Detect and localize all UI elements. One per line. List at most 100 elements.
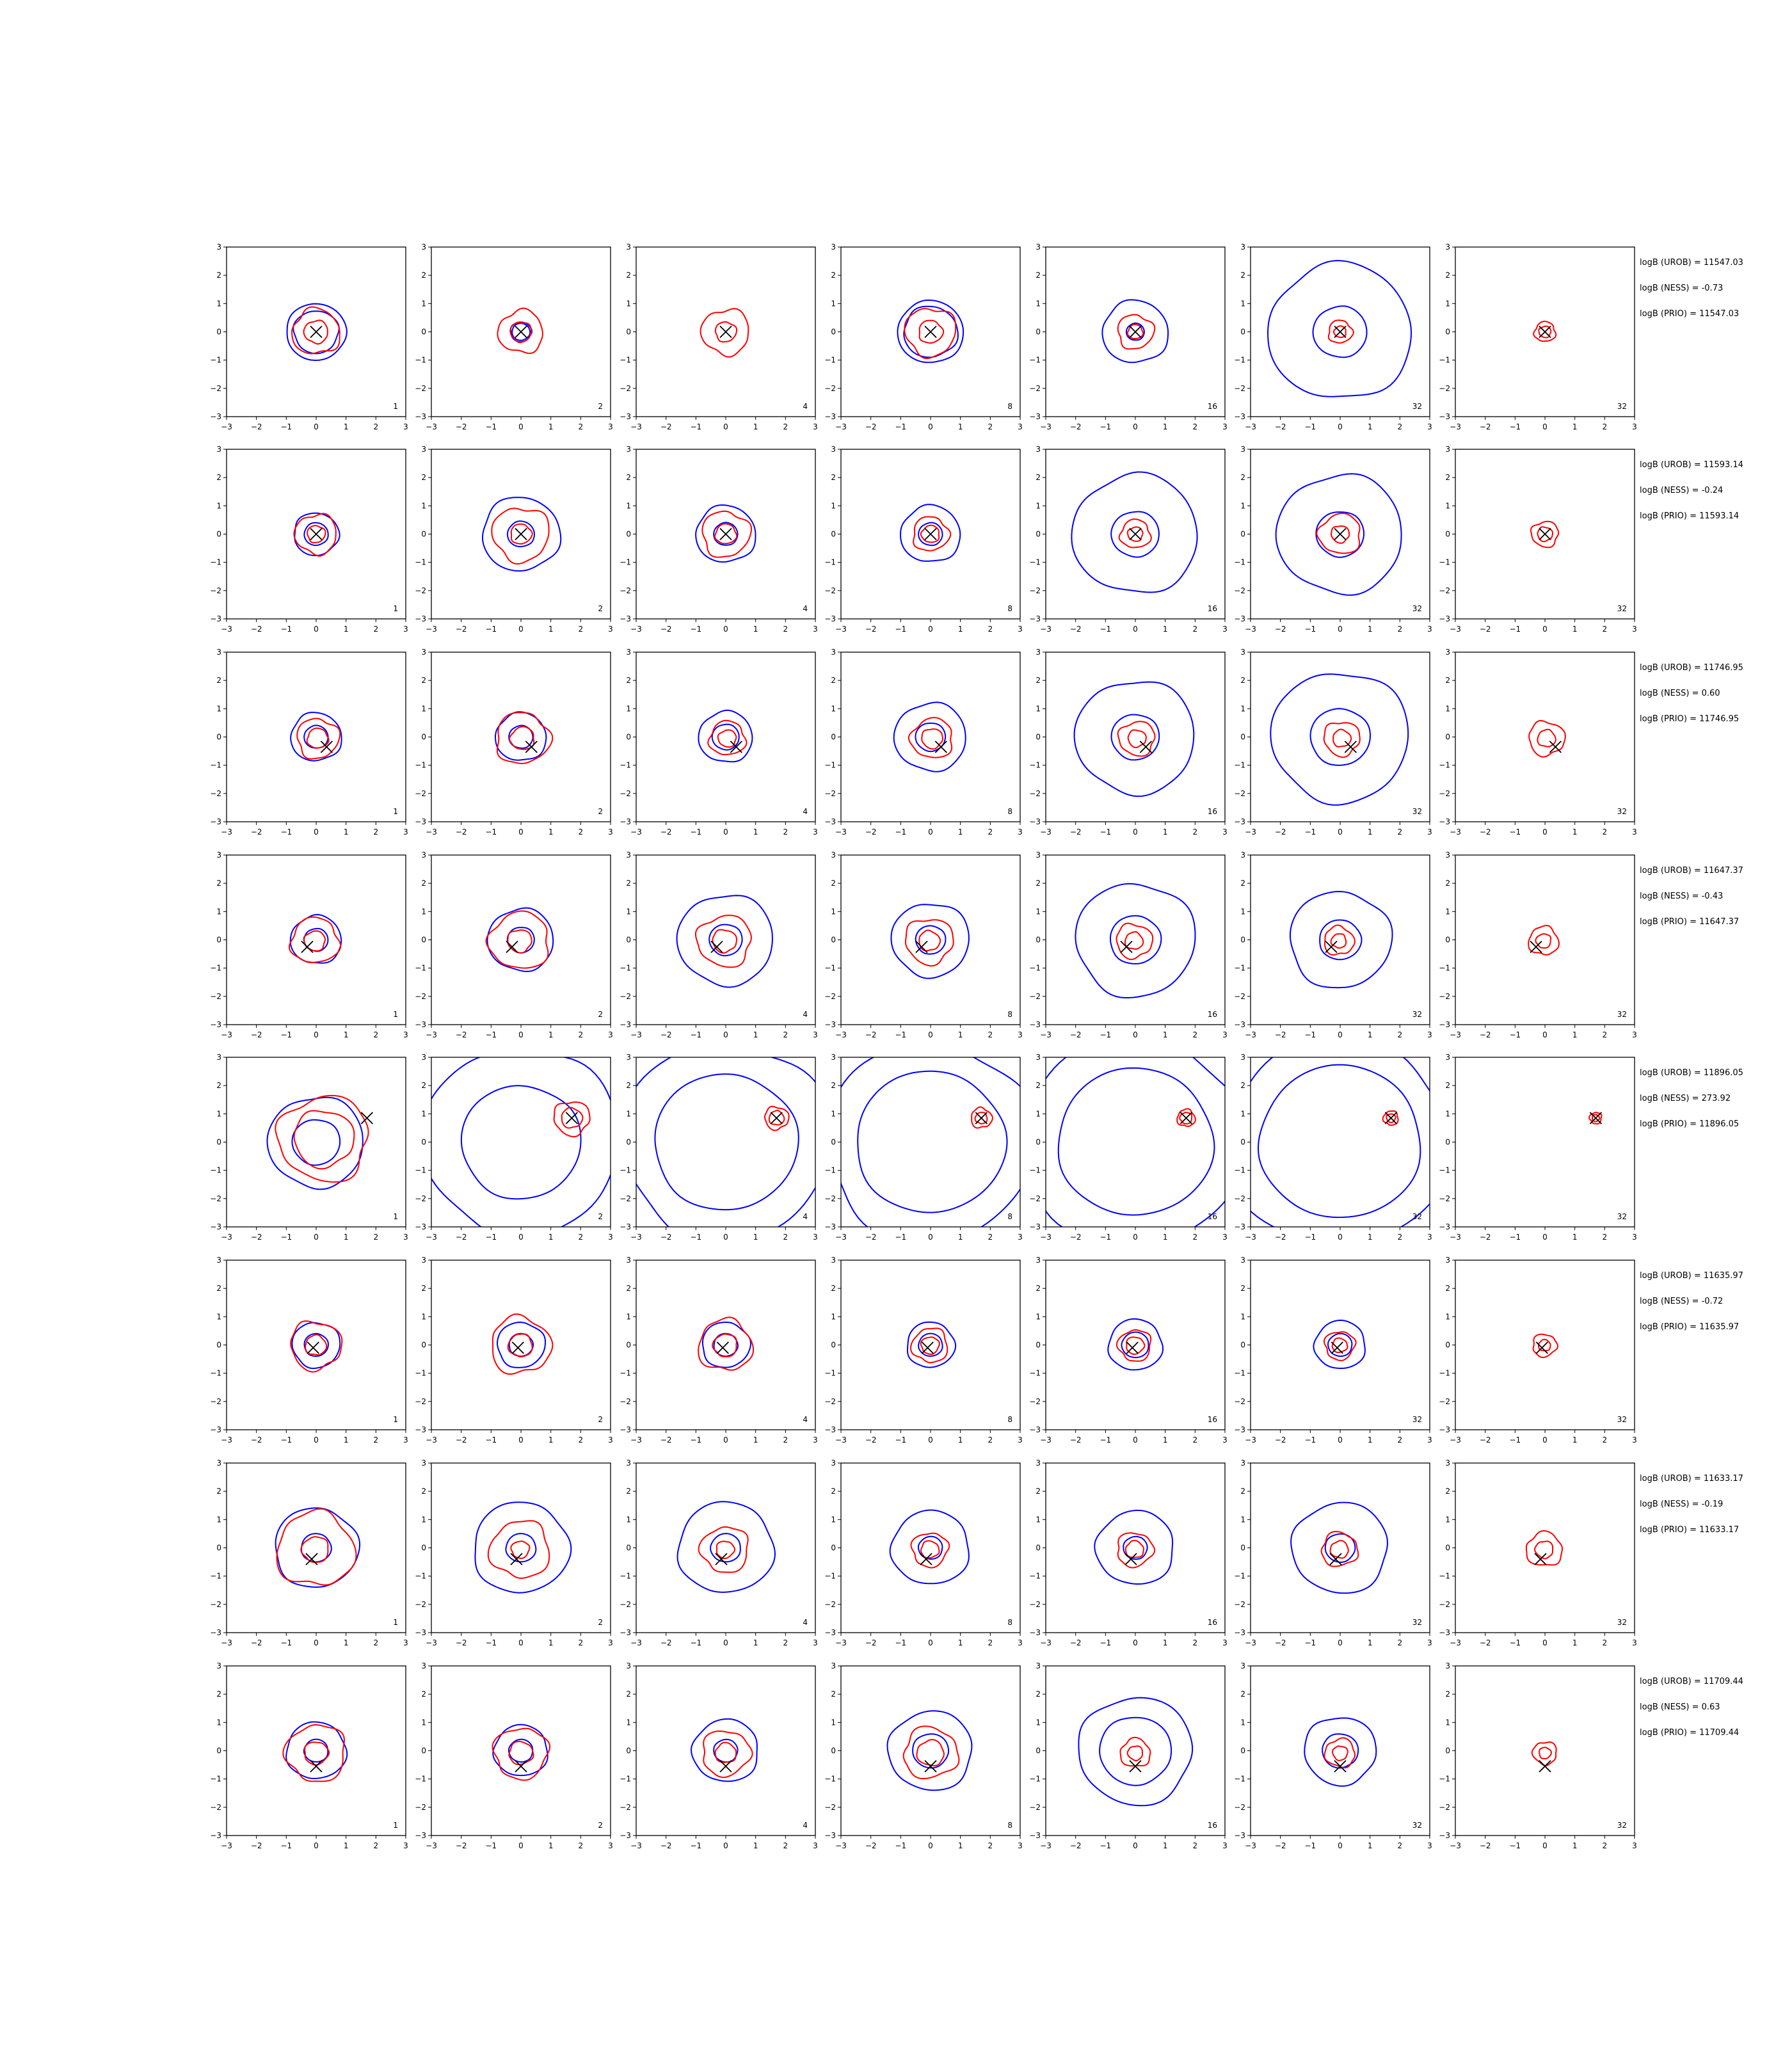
x-tick-label: −3 (1040, 422, 1052, 431)
y-tick-label: −1 (210, 558, 221, 567)
y-tick-label: −2 (1439, 789, 1450, 798)
subplot-count-label: 16 (1208, 1618, 1217, 1627)
x-tick-label: 2 (1603, 1436, 1608, 1444)
row-logb-label: logB (NESS) = -0.24 (1640, 486, 1723, 495)
x-marker (320, 740, 333, 753)
y-tick-label: 0 (1445, 530, 1450, 539)
subplot-count-label: 32 (1412, 402, 1422, 411)
x-marker (921, 1341, 934, 1354)
x-tick-label: 0 (1338, 422, 1343, 431)
x-tick-label: 0 (314, 625, 319, 634)
red-outer-contour (1176, 1108, 1196, 1127)
x-tick-label: 3 (1222, 1436, 1228, 1444)
subplot-count-label: 4 (803, 402, 808, 411)
blue-inner-contour (710, 1533, 741, 1563)
y-tick-label: −2 (620, 789, 631, 798)
y-tick-label: −2 (210, 1600, 221, 1609)
x-tick-label: −1 (280, 422, 292, 431)
y-tick-label: −1 (1029, 761, 1041, 770)
y-tick-label: 0 (626, 1138, 631, 1147)
x-tick-label: −2 (456, 1436, 467, 1444)
x-tick-label: −2 (456, 1030, 467, 1039)
x-marker (506, 940, 518, 954)
x-tick-label: 3 (1427, 828, 1432, 836)
y-tick-label: 1 (421, 907, 426, 916)
contour-area (286, 303, 348, 362)
subplot-count-label: 8 (1007, 1415, 1012, 1424)
red-inner-contour (306, 727, 330, 749)
red-inner-contour (1331, 1337, 1348, 1354)
x-tick-label: 0 (1133, 828, 1138, 836)
x-tick-label: 0 (314, 1436, 319, 1444)
y-tick-label: 0 (626, 936, 631, 945)
y-tick-label: −1 (210, 1775, 221, 1784)
y-tick-label: −3 (824, 614, 836, 623)
y-tick-label: 3 (421, 243, 426, 252)
contour-area (492, 1313, 554, 1375)
red-outer-contour (698, 1316, 755, 1371)
y-tick-label: −2 (1234, 1194, 1245, 1203)
subplot-count-label: 32 (1617, 1010, 1627, 1019)
x-marker (1334, 325, 1347, 339)
y-tick-label: 3 (831, 1256, 836, 1265)
x-tick-label: −3 (630, 422, 642, 431)
y-tick-label: −1 (210, 1166, 221, 1175)
contour-area (1270, 673, 1409, 806)
y-tick-label: −1 (210, 356, 221, 365)
plot-frame (431, 652, 611, 822)
y-tick-label: 1 (626, 1515, 631, 1524)
y-tick-label: 2 (1445, 676, 1450, 685)
x-tick-label: 2 (1193, 828, 1198, 836)
x-tick-label: −1 (690, 828, 701, 836)
y-tick-label: −3 (210, 1020, 221, 1029)
y-tick-label: −3 (1234, 412, 1245, 421)
y-tick-label: −3 (1029, 614, 1041, 623)
subplot-r6-c3: −3 −2 −1 0 1 2 3 −3 −2 −1 0 1 2 3 4 (620, 1256, 818, 1444)
x-tick-label: −3 (221, 1233, 232, 1242)
y-tick-label: 3 (1036, 243, 1041, 252)
x-tick-label: −3 (630, 1436, 642, 1444)
contour-area (676, 1501, 776, 1593)
y-tick-label: 0 (1240, 1747, 1245, 1756)
x-marker (1126, 1341, 1139, 1354)
x-tick-label: −2 (865, 625, 877, 634)
subplot-r2-c3: −3 −2 −1 0 1 2 3 −3 −2 −1 0 1 2 3 4 (620, 445, 818, 634)
contour-area (1289, 890, 1393, 989)
y-tick-label: 2 (1036, 1081, 1041, 1090)
y-tick-label: 3 (1036, 1053, 1041, 1062)
subplot-count-label: 32 (1412, 1618, 1422, 1627)
row-logb-label: logB (UROB) = 11647.37 (1640, 866, 1743, 876)
red-outer-contour (276, 1508, 357, 1586)
x-tick-label: 3 (608, 422, 613, 431)
y-tick-label: −1 (824, 356, 836, 365)
y-tick-label: −2 (620, 1194, 631, 1203)
row-logb-label: logB (NESS) = -0.19 (1640, 1500, 1723, 1509)
subplot-r2-c7: −3 −2 −1 0 1 2 3 −3 −2 −1 0 1 2 3 32 (1439, 445, 1637, 634)
contour-area (1530, 520, 1560, 548)
x-tick-label: 2 (374, 1030, 379, 1039)
row-logb-label: logB (PRIO) = 11635.97 (1640, 1322, 1739, 1332)
y-tick-label: 1 (216, 907, 221, 916)
red-outer-contour (1324, 1737, 1356, 1769)
subplot-count-label: 2 (598, 1415, 603, 1424)
y-tick-label: 3 (1036, 445, 1041, 454)
y-tick-label: 0 (216, 328, 221, 337)
x-marker (719, 325, 732, 339)
x-tick-label: −1 (485, 1436, 497, 1444)
y-tick-label: −2 (824, 1600, 836, 1609)
red-outer-contour (910, 1532, 950, 1569)
x-tick-label: −3 (835, 625, 847, 634)
x-tick-label: 1 (344, 422, 349, 431)
x-marker (360, 1112, 373, 1124)
y-tick-label: 2 (421, 1284, 426, 1293)
y-tick-label: 0 (421, 936, 426, 945)
x-tick-label: −2 (865, 1638, 877, 1647)
plot-frame (1455, 1665, 1635, 1836)
y-tick-label: −1 (415, 356, 426, 365)
y-tick-label: 0 (831, 936, 836, 945)
red-outer-contour (1525, 1530, 1563, 1566)
y-tick-label: 2 (421, 1081, 426, 1090)
x-marker (1129, 527, 1142, 541)
y-tick-label: −3 (210, 1222, 221, 1231)
x-tick-label: −2 (1275, 422, 1286, 431)
